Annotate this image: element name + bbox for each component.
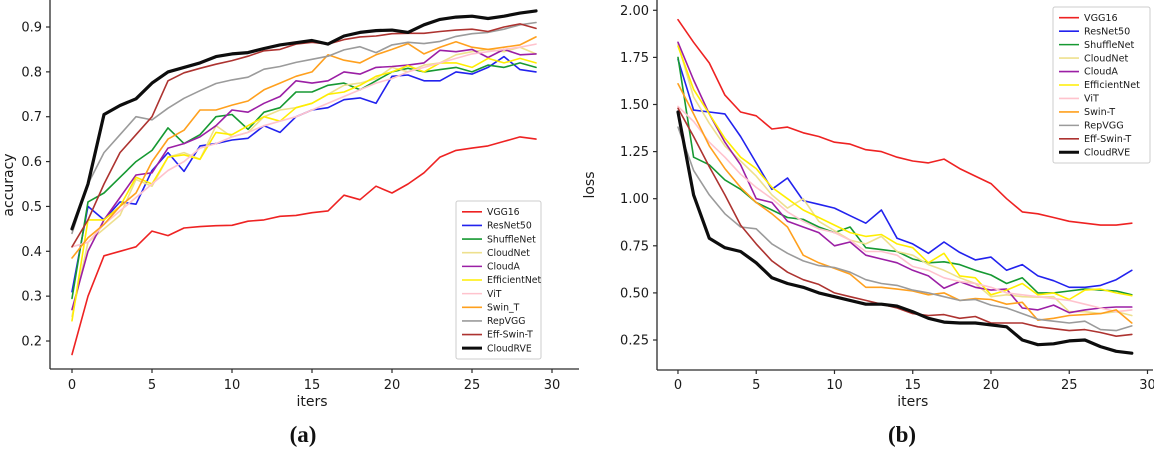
svg-text:1.50: 1.50 <box>620 98 649 113</box>
legend-label: CloudA <box>487 262 521 273</box>
svg-text:15: 15 <box>304 378 321 393</box>
series-ViT <box>71 43 537 248</box>
legend: VGG16 ResNet50 ShuffleNet CloudNet CloudA Eff… <box>1052 6 1151 164</box>
series-Swin_T <box>71 36 537 259</box>
svg-text:0.5: 0.5 <box>21 200 42 215</box>
svg-text:1.75: 1.75 <box>620 51 649 66</box>
svg-text:25: 25 <box>1061 378 1078 393</box>
legend: VGG16 ResNet50 ShuffleNet CloudNet CloudA Eff… <box>455 200 542 360</box>
series-EfficientNet <box>677 45 1133 301</box>
series-EfficientNet <box>71 57 537 322</box>
axes: 0 5 10 15 20 25 30 0.25 0.50 0.75 1.00 1.25 1.50 1.75… <box>582 0 1154 410</box>
legend-label: ViT <box>487 289 502 300</box>
series-RepVGG <box>677 126 1133 332</box>
accuracy-chart: 0 5 10 15 20 25 30 0.2 0.3 0.4 0.5 0.6 0.7 0.8 0.9 iter… <box>1 0 579 410</box>
legend-label: CloudRVE <box>1084 147 1130 158</box>
legend-label: Swin_T <box>487 302 520 313</box>
y-axis-label: accuracy <box>1 153 17 216</box>
caption-b: (b) <box>887 422 917 447</box>
svg-text:2.00: 2.00 <box>620 4 649 19</box>
svg-text:10: 10 <box>224 378 241 393</box>
svg-text:20: 20 <box>983 378 1000 393</box>
legend-label: ShuffleNet <box>1084 40 1135 51</box>
series-Swin-T <box>677 83 1133 324</box>
series-CloudA <box>677 41 1133 314</box>
legend-label: ResNet50 <box>1084 26 1130 37</box>
svg-text:30: 30 <box>1139 378 1154 393</box>
series-VGG16 <box>71 136 537 356</box>
svg-text:0.7: 0.7 <box>21 110 42 125</box>
loss-chart: 0 5 10 15 20 25 30 0.25 0.50 0.75 1.00 1.25 1.50 1.75… <box>582 0 1154 410</box>
legend-label: CloudNet <box>487 248 530 259</box>
series-CloudRVE <box>676 110 1134 355</box>
legend-label: ViT <box>1084 94 1099 105</box>
svg-text:15: 15 <box>904 378 921 393</box>
svg-text:0.75: 0.75 <box>620 239 649 254</box>
svg-text:25: 25 <box>464 378 481 393</box>
svg-text:0.8: 0.8 <box>21 65 42 80</box>
svg-text:0.4: 0.4 <box>21 245 42 260</box>
svg-text:1.00: 1.00 <box>620 192 649 207</box>
svg-text:0.3: 0.3 <box>21 290 42 305</box>
svg-text:0.25: 0.25 <box>620 334 649 349</box>
series-lines <box>70 9 538 356</box>
legend-label: RepVGG <box>487 316 525 327</box>
svg-text:0.6: 0.6 <box>21 155 42 170</box>
x-axis-label: iters <box>897 394 928 410</box>
axes: 0 5 10 15 20 25 30 0.2 0.3 0.4 0.5 0.6 0.7 0.8 0.9 iter… <box>1 0 579 410</box>
chart-a-panel: 0 5 10 15 20 25 30 0.2 0.3 0.4 0.5 0.6 0.7 0.8 0.9 iter… <box>1 0 579 410</box>
y-axis-label: loss <box>582 171 598 198</box>
series-CloudRVE <box>70 9 538 231</box>
series-CloudA <box>71 48 537 311</box>
legend-label: Swin-T <box>1084 107 1115 118</box>
legend-label: CloudRVE <box>487 343 532 354</box>
series-ShuffleNet <box>71 62 537 300</box>
legend-label: ResNet50 <box>487 221 532 232</box>
legend-label: EfficientNet <box>1084 80 1140 91</box>
series-Eff-Swin-T <box>677 107 1133 338</box>
chart-b-panel: 0 5 10 15 20 25 30 0.25 0.50 0.75 1.00 1.25 1.50 1.75… <box>580 0 1154 453</box>
legend-label: CloudA <box>1084 67 1118 78</box>
svg-text:5: 5 <box>752 378 760 393</box>
legend-label: Eff-Swin-T <box>487 330 533 341</box>
series-lines <box>676 18 1134 355</box>
caption-a: (a) <box>289 422 317 447</box>
legend-label: RepVGG <box>1084 121 1124 132</box>
x-axis-label: iters <box>296 394 327 410</box>
series-VGG16 <box>677 18 1133 226</box>
svg-text:1.25: 1.25 <box>620 145 649 160</box>
svg-text:5: 5 <box>148 378 156 393</box>
legend-label: Eff-Swin-T <box>1084 134 1131 145</box>
legend-label: ShuffleNet <box>487 234 536 245</box>
svg-text:0.2: 0.2 <box>21 335 42 350</box>
legend-label: VGG16 <box>487 207 520 218</box>
svg-text:0: 0 <box>674 378 682 393</box>
series-ViT <box>677 105 1133 313</box>
legend-label: VGG16 <box>1084 13 1118 24</box>
svg-text:10: 10 <box>826 378 843 393</box>
svg-text:30: 30 <box>544 378 561 393</box>
svg-text:20: 20 <box>384 378 401 393</box>
legend-label: CloudNet <box>1084 53 1128 64</box>
svg-text:0.9: 0.9 <box>21 21 42 36</box>
legend-label: EfficientNet <box>487 275 541 286</box>
svg-text:0: 0 <box>68 378 76 393</box>
svg-text:0.50: 0.50 <box>620 286 649 301</box>
series-ResNet50 <box>677 58 1133 289</box>
